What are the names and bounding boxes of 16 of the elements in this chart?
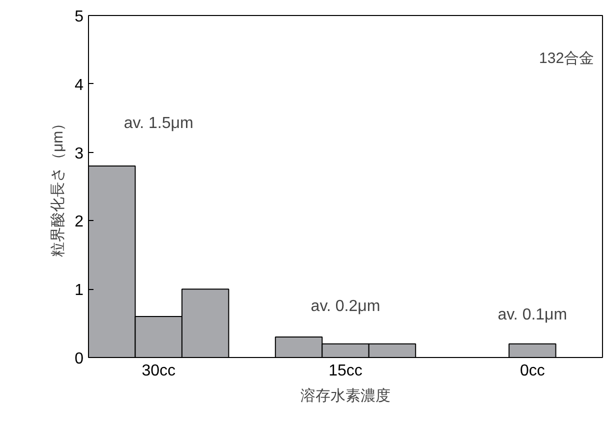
y-axis-title: 粒界酸化長さ（μm）	[50, 116, 67, 258]
x-tick-label: 0cc	[520, 362, 545, 380]
y-tick-label: 2	[74, 214, 84, 231]
y-tick-label: 1	[74, 282, 84, 300]
y-tick-label: 5	[74, 8, 84, 26]
annotation: av. 0.1μm	[498, 306, 568, 324]
x-axis-title: 溶存水素濃度	[300, 388, 390, 404]
annotation: av. 0.2μm	[310, 298, 380, 316]
y-tick-label: 4	[74, 76, 84, 94]
bar	[508, 343, 556, 358]
x-tick-label: 15cc	[328, 362, 362, 380]
y-tick-label: 3	[74, 145, 84, 162]
annotation: 132合金	[539, 50, 594, 67]
x-tick-label: 30cc	[142, 362, 176, 380]
y-tick-label: 0	[74, 350, 84, 368]
annotation: av. 1.5μm	[124, 114, 194, 132]
